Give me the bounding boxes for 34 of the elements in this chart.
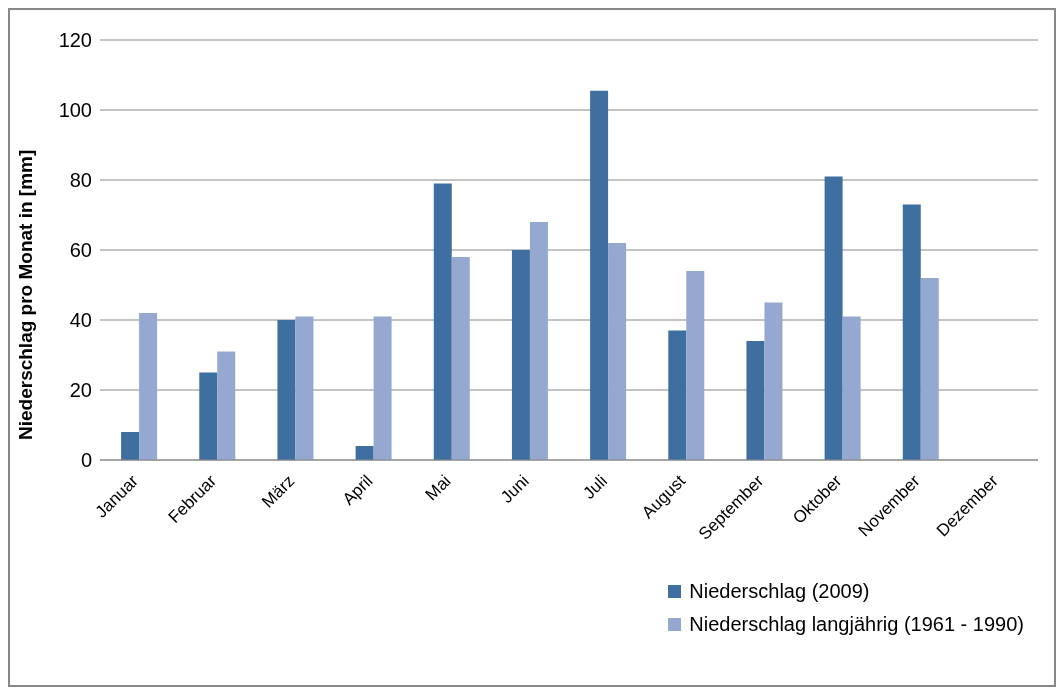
bar <box>764 302 783 460</box>
y-tick-label: 60 <box>69 239 92 262</box>
y-tick-label: 80 <box>69 169 92 192</box>
bar <box>121 432 140 460</box>
y-tick-label: 20 <box>69 379 92 402</box>
bar <box>277 320 296 460</box>
bar <box>920 278 939 460</box>
bar <box>217 351 236 460</box>
bar <box>451 257 470 460</box>
legend-label: Niederschlag langjährig (1961 - 1990) <box>689 613 1024 636</box>
y-tick-label: 120 <box>58 29 92 52</box>
bar <box>529 222 548 460</box>
bar <box>355 446 374 460</box>
y-tick-label: 0 <box>80 449 92 472</box>
x-tick-label: Mai <box>421 471 455 505</box>
bar <box>199 372 218 460</box>
bar <box>668 330 687 460</box>
bar <box>686 271 705 460</box>
bar <box>373 316 392 460</box>
bar <box>746 341 765 460</box>
y-axis-title: Niederschlag pro Monat in [mm] <box>14 149 36 440</box>
bar <box>842 316 861 460</box>
y-tick-label: 40 <box>69 309 92 332</box>
bar <box>511 250 530 460</box>
legend-label: Niederschlag (2009) <box>689 580 870 603</box>
x-tick-label: Juli <box>579 471 611 503</box>
bar <box>433 183 452 460</box>
bar <box>139 313 158 460</box>
bar <box>902 204 921 460</box>
y-tick-label: 100 <box>58 99 92 122</box>
bar <box>608 243 627 460</box>
bar <box>590 90 609 460</box>
bar <box>824 176 843 460</box>
bar <box>295 316 314 460</box>
